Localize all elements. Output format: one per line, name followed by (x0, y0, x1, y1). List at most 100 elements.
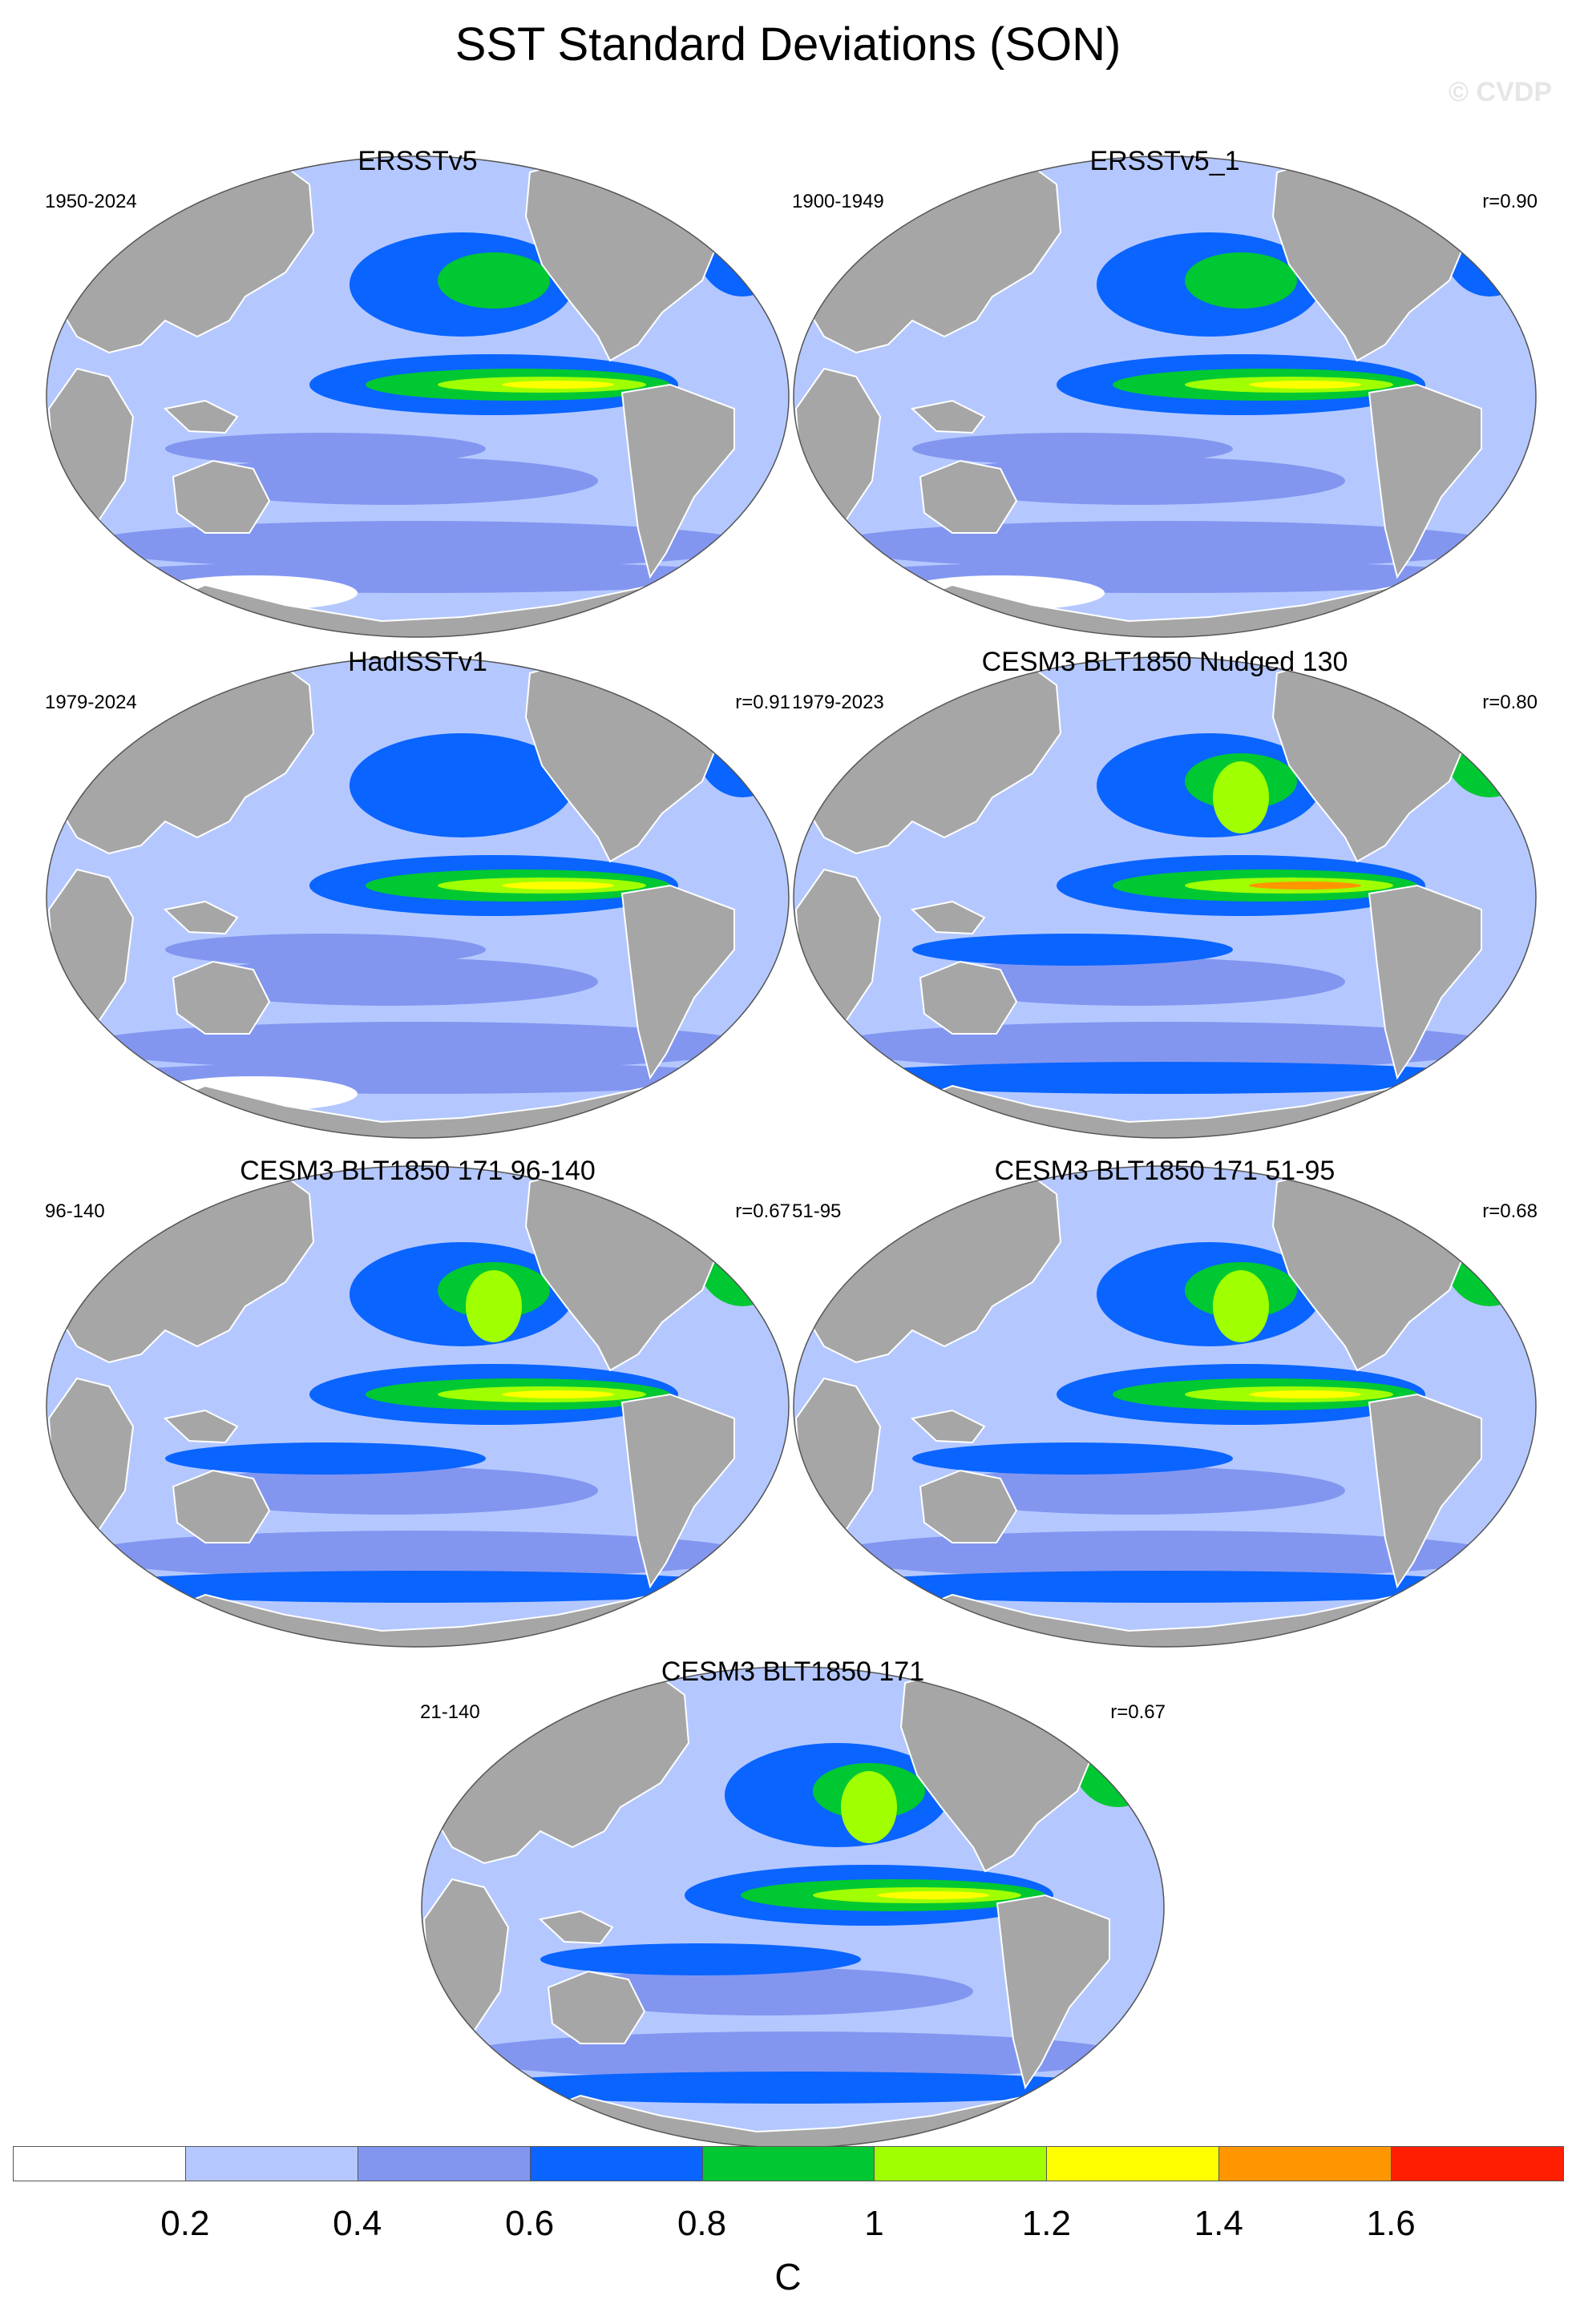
south-pacific-band-2 (165, 934, 486, 966)
land-mass (1368, 1393, 1482, 1589)
land-mass (919, 960, 1018, 1035)
north-pacific-peak (841, 1771, 897, 1843)
panel-correlation: r=0.91 (735, 692, 790, 713)
enso-peak (1249, 1390, 1361, 1398)
enso-peak (502, 882, 614, 890)
sst-map (793, 656, 1537, 1139)
panel-title: CESM3 BLT1850 171 51-95 (994, 1156, 1336, 1186)
land-mass (1368, 383, 1482, 579)
land-mass (547, 1970, 646, 2044)
map-panel: HadISSTv1 1979-2024 r=0.91 (45, 533, 790, 1139)
panel-correlation: r=0.67 (1110, 1701, 1166, 1723)
south-pacific-band-2 (912, 934, 1233, 966)
colorbar-tick-label: 0.8 (677, 2204, 727, 2243)
panel-title: CESM3 BLT1850 171 96-140 (240, 1156, 596, 1186)
colorbar-box (13, 2146, 186, 2181)
sst-map (46, 1165, 790, 1648)
southern-ocean-band-2 (456, 2072, 1129, 2104)
land-mass (996, 1894, 1110, 2090)
map-border (46, 656, 790, 1139)
panel-period: 1950-2024 (45, 191, 137, 212)
land-mass (163, 900, 239, 935)
enso-peak (1249, 381, 1361, 389)
southern-ocean-band-2 (828, 1062, 1501, 1094)
north-pacific-core (438, 252, 550, 309)
colorbar-tick-label: 1.4 (1194, 2204, 1243, 2243)
colorbar-box (357, 2146, 531, 2181)
colorbar-box (701, 2146, 875, 2181)
land-mass (919, 459, 1018, 534)
colorbar-box (529, 2146, 703, 2181)
map-border (793, 155, 1537, 638)
map-border (46, 155, 790, 638)
colorbar-tick-label: 1 (864, 2204, 884, 2243)
land-mass (910, 399, 986, 434)
land-mass (163, 1409, 239, 1444)
panel-correlation: r=0.68 (1482, 1200, 1538, 1222)
figure-title: SST Standard Deviations (SON) (455, 18, 1121, 71)
south-pacific-band (181, 1467, 598, 1515)
panel-period: 1900-1949 (792, 191, 884, 212)
panel-title: ERSSTv5_1 (1089, 146, 1240, 176)
enso-peak (502, 381, 614, 389)
land-mass (163, 399, 239, 434)
southern-ocean-band-2 (828, 1571, 1501, 1603)
north-pacific-peak (1213, 761, 1269, 833)
sst-map (793, 1165, 1537, 1648)
panel-correlation: r=0.67 (735, 1200, 790, 1222)
land-mass (620, 1393, 735, 1589)
colorbar-box (184, 2146, 358, 2181)
map-panel: CESM3 BLT1850 Nudged 130 1979-2023 r=0.80 (792, 533, 1538, 1139)
sst-map (46, 656, 790, 1139)
southern-ocean-band-2 (81, 1571, 754, 1603)
colorbar-box (1046, 2146, 1220, 2181)
cvdp-watermark: © CVDP (1449, 77, 1552, 107)
panel-title: CESM3 BLT1850 Nudged 130 (981, 647, 1348, 677)
panel-period: 1979-2024 (45, 692, 137, 713)
south-pacific-band (181, 457, 598, 505)
map-panel: CESM3 BLT1850 171 96-140 96-140 r=0.67 (45, 1042, 790, 1648)
sst-map (793, 155, 1537, 638)
colorbar (13, 2146, 1564, 2183)
panel-period: 1979-2023 (792, 692, 884, 713)
land-mass (172, 960, 271, 1035)
colorbar-box (1391, 2146, 1564, 2181)
south-pacific-band-2 (165, 433, 486, 465)
colorbar-tick-label: 0.2 (160, 2204, 210, 2243)
map-panel: ERSSTv5_1 1900-1949 r=0.90 (792, 32, 1538, 638)
land-mass (1368, 884, 1482, 1080)
panel-period: 51-95 (792, 1200, 842, 1222)
north-pacific-peak (1213, 1270, 1269, 1342)
map-panel: ERSSTv5 1950-2024 (45, 32, 790, 638)
panel-title: CESM3 BLT1850 171 (661, 1656, 925, 1687)
panel-period: 96-140 (45, 1200, 105, 1222)
land-mass (172, 1469, 271, 1543)
south-pacific-band (928, 457, 1345, 505)
land-mass (919, 1469, 1018, 1543)
land-mass (172, 459, 271, 534)
south-pacific-band-2 (912, 433, 1233, 465)
map-border (793, 656, 1537, 1139)
land-mass (620, 383, 735, 579)
panel-correlation: r=0.90 (1482, 191, 1538, 212)
colorbar-tick-label: 0.4 (333, 2204, 382, 2243)
south-pacific-band (928, 1467, 1345, 1515)
south-pacific-band-2 (165, 1442, 486, 1475)
north-pacific-core (438, 753, 550, 809)
north-pacific-peak (466, 1270, 522, 1342)
sst-map (421, 1666, 1165, 2148)
map-border (793, 1165, 1537, 1648)
sst-map (46, 155, 790, 638)
colorbar-tick-label: 1.6 (1366, 2204, 1416, 2243)
colorbar-unit: C (774, 2256, 802, 2298)
colorbar-tick-label: 1.2 (1021, 2204, 1071, 2243)
colorbar-box (874, 2146, 1048, 2181)
colorbar-tick-label: 0.6 (505, 2204, 555, 2243)
land-mass (910, 900, 986, 935)
south-pacific-band (928, 958, 1345, 1006)
enso-peak (877, 1891, 989, 1899)
north-pacific-core (1185, 252, 1297, 309)
land-mass (910, 1409, 986, 1444)
south-pacific-band-2 (540, 1943, 861, 1975)
map-border (46, 1165, 790, 1648)
